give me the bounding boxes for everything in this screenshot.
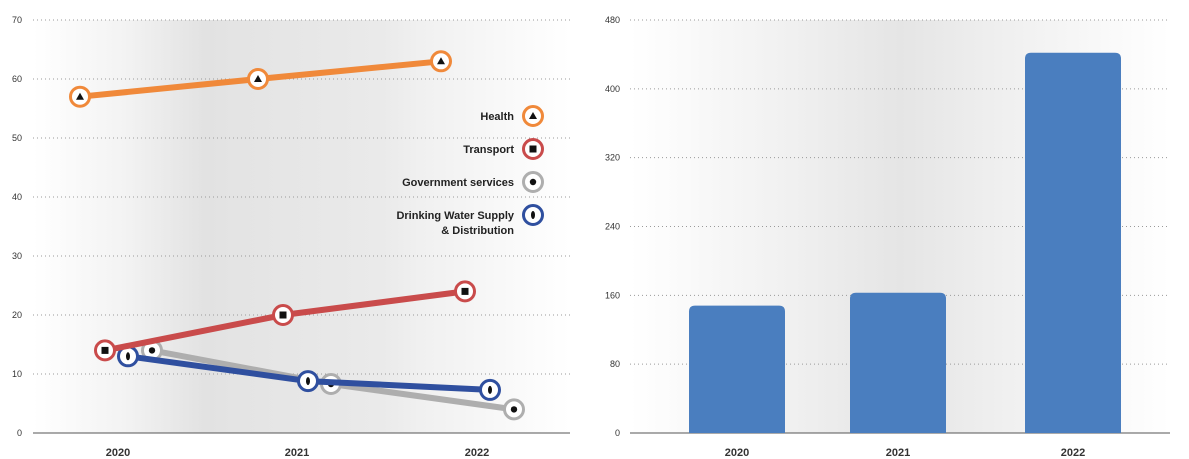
y-tick-label: 80 xyxy=(610,359,620,369)
series-transport xyxy=(94,280,476,362)
ellipse-icon xyxy=(126,352,130,361)
bar-2022 xyxy=(1025,52,1121,434)
x-tick-label: 2022 xyxy=(1061,447,1085,459)
x-tick-label: 2021 xyxy=(886,447,910,459)
y-tick-label: 160 xyxy=(605,290,620,300)
bar-chart: 0 80 160 240 320 400 480 2020 2021 2022 xyxy=(605,15,1170,459)
legend-label: Drinking Water Supply & Distribution xyxy=(396,210,514,237)
bar-2021 xyxy=(850,292,946,433)
y-tick-label: 320 xyxy=(605,153,620,163)
x-tick-label: 2020 xyxy=(725,447,749,459)
y-tick-label: 20 xyxy=(12,310,22,320)
y-tick-label: 400 xyxy=(605,84,620,94)
ellipse-icon xyxy=(306,377,310,386)
legend-item-transport: Transport xyxy=(463,138,544,160)
square-icon xyxy=(529,145,537,153)
triangle-icon xyxy=(529,112,537,119)
square-icon xyxy=(101,346,109,354)
legend-label: Government services xyxy=(402,177,514,189)
dot-icon xyxy=(529,178,537,186)
triangle-icon xyxy=(437,57,445,65)
legend-item-health: Health xyxy=(480,105,544,127)
triangle-icon xyxy=(76,92,84,100)
dot-icon xyxy=(510,406,518,413)
x-tick-label: 2022 xyxy=(465,447,489,459)
ellipse-icon xyxy=(488,385,492,394)
square-icon xyxy=(279,311,287,319)
y-tick-label: 10 xyxy=(12,369,22,379)
series-health xyxy=(69,50,452,108)
x-tick-label: 2021 xyxy=(285,447,309,459)
ellipse-icon xyxy=(531,211,535,219)
line-chart: 0 10 20 30 40 50 60 70 2020 2021 2022 Health Transpo… xyxy=(12,15,570,459)
square-icon xyxy=(461,287,469,295)
dot-icon xyxy=(148,347,156,354)
y-tick-label: 0 xyxy=(17,428,22,438)
legend-label: Health xyxy=(480,111,514,123)
legend-label: Transport xyxy=(463,144,514,156)
series-drinking-water-supply-distribution xyxy=(117,345,501,401)
bar-2020 xyxy=(689,305,785,433)
y-tick-label: 70 xyxy=(12,15,22,25)
triangle-icon xyxy=(254,75,262,82)
x-tick-label: 2020 xyxy=(106,447,130,459)
y-tick-label: 480 xyxy=(605,15,620,25)
y-tick-label: 60 xyxy=(12,74,22,84)
y-tick-label: 0 xyxy=(615,428,620,438)
y-tick-label: 240 xyxy=(605,222,620,232)
y-tick-label: 30 xyxy=(12,251,22,261)
legend-item-drinking-water-supply-distribution: Drinking Water Supply & Distribution xyxy=(396,204,544,237)
y-tick-label: 40 xyxy=(12,192,22,202)
y-tick-label: 50 xyxy=(12,133,22,143)
legend-item-government-services: Government services xyxy=(402,171,544,193)
